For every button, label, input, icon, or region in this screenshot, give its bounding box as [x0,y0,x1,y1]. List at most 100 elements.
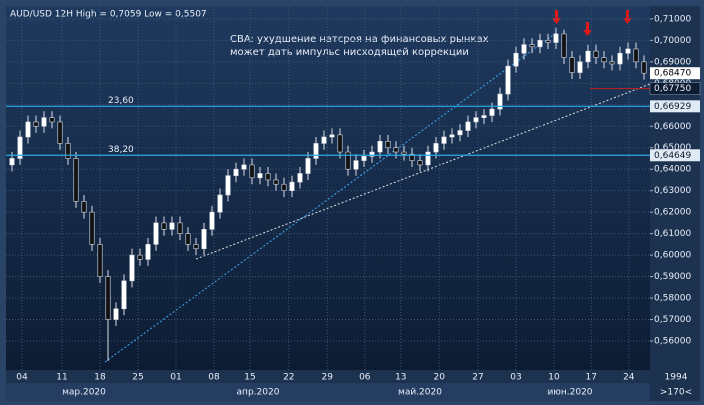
month-row [6,383,650,401]
candle-body [41,117,47,127]
x-tick-label: 17 [585,373,596,383]
corner-label: 1994 [665,373,688,383]
candle-body [353,160,359,170]
candle-body [273,179,279,185]
candle-body [409,153,415,161]
month-label: июн.2020 [547,388,592,398]
plot-area [6,6,650,370]
x-tick-label: 03 [510,373,521,383]
y-tick-label: 0,65000 [654,143,691,153]
y-tick-label: 0,60000 [654,251,691,261]
annotation: CBA: ухудшение натсроя на финансовых рын… [230,34,489,45]
annotation: может дать импульс нисходящей коррекции [230,47,469,58]
candle-body [177,222,183,234]
arrows [552,10,632,36]
trend-line [195,83,651,260]
candle-body [337,134,343,153]
candle-body [433,143,439,153]
arrow [623,10,632,24]
chart-title: AUD/USD 12H High = 0,7059 Low = 0,5507 [10,10,207,20]
candle-body [33,121,39,127]
candle-body [281,183,287,191]
y-tick-label: 0,56000 [654,337,691,347]
candle-body [329,134,335,138]
candle-body [65,143,71,159]
price-label: 0,66929 [654,102,691,112]
candle-body [249,164,255,179]
candle-body [217,194,223,213]
arrow [552,10,561,24]
candle-body [633,48,639,63]
y-tick-label: 0,62000 [654,208,691,218]
candle-body [465,121,471,131]
candle-body [361,156,367,161]
candle-body [161,222,167,230]
x-tick-label: 06 [359,373,371,383]
candle-body [321,136,327,144]
candle-body [425,151,431,166]
price-axis [650,6,700,370]
x-tick-label: 25 [132,373,143,383]
candle-body [569,57,575,73]
candle-body [233,168,239,176]
candle-body [105,276,111,320]
candle-body [193,244,199,249]
y-tick-label: 0,57000 [654,315,691,325]
month-label: апр.2020 [237,388,280,398]
candle-body [129,254,135,282]
candle-body [417,160,423,166]
y-tick-label: 0,64000 [654,165,691,175]
candle-body [225,175,231,196]
y-tick-label: 0,69000 [654,57,691,67]
candle-body [201,229,207,249]
candle-body [145,244,151,260]
candle-body [17,136,23,159]
candle-body [577,61,583,73]
candle-body [617,52,623,65]
candle-body [297,173,303,183]
x-tick-label: 04 [16,373,28,383]
candle-body [137,254,143,260]
y-tick-label: 0,66000 [654,122,691,132]
candle-body [641,61,647,74]
x-tick-label: 18 [94,373,106,383]
arrow [583,22,592,36]
candle-body [241,164,247,170]
candle-body [545,40,551,43]
candle-body [257,173,263,179]
candle-body [585,50,591,63]
x-tick-label: 29 [321,373,333,383]
price-box [650,149,700,162]
x-tick-label: 11 [56,373,67,383]
candle-body [537,40,543,48]
candle-body [49,117,55,123]
corner-label: >170< [660,388,692,398]
candle-body [169,222,175,230]
x-tick-label: 20 [433,373,445,383]
y-tick-label: 0,71000 [654,14,691,24]
candle-body [561,33,567,58]
x-tick-label: 08 [208,373,220,383]
x-tick-label: 24 [623,373,635,383]
candle-body [553,33,559,43]
price-box [649,82,701,95]
y-tick-label: 0,70000 [654,36,691,46]
candle-body [489,108,495,116]
candle-body [369,151,375,157]
month-label: май.2020 [398,388,442,398]
candle-body [9,158,15,166]
x-tick-label: 13 [395,373,406,383]
candle-body [601,57,607,63]
candle-body [481,115,487,118]
candle-body [153,222,159,245]
trend-line [104,32,557,363]
candle-body [625,48,631,54]
candle-body [313,143,319,159]
candle-body [449,134,455,138]
candle-body [497,93,503,110]
candle-body [81,201,87,213]
x-tick-label: 27 [472,373,483,383]
candle-body [185,233,191,245]
price-box [650,67,700,80]
candle-body [209,211,215,230]
